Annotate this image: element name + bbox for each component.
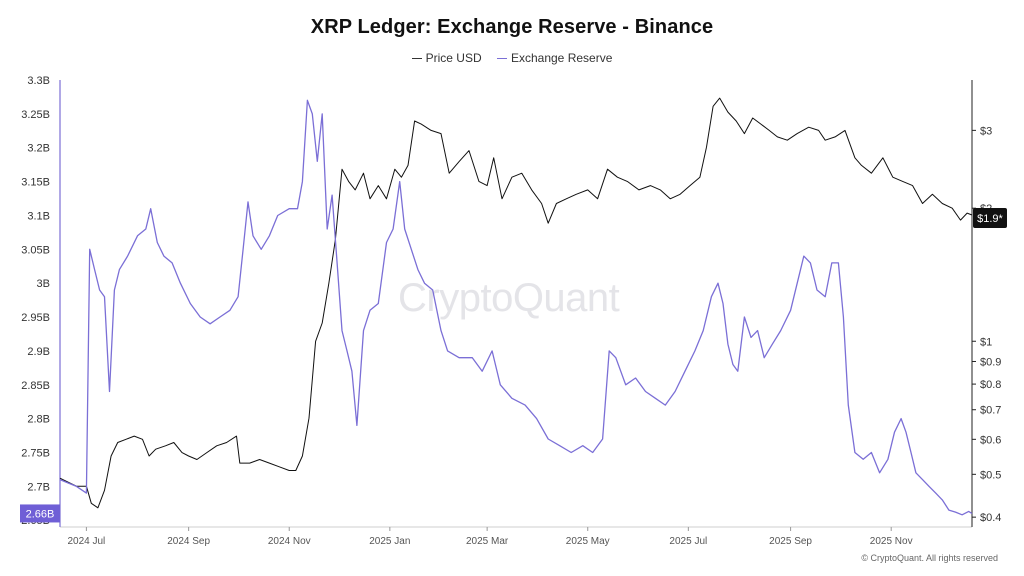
right-tick-label: $0.7 bbox=[980, 405, 1001, 417]
series-group bbox=[59, 97, 973, 516]
legend-label-reserve: Exchange Reserve bbox=[510, 50, 613, 65]
x-tick-label: 2025 May bbox=[566, 536, 610, 547]
right-tick-label: $0.6 bbox=[980, 434, 1001, 446]
left-tick-label: 2.85B bbox=[21, 380, 50, 392]
right-current-badge bbox=[973, 208, 1007, 229]
left-tick-label: 3.15B bbox=[21, 177, 50, 189]
x-tick-label: 2025 Nov bbox=[870, 536, 913, 547]
copyright-notice: © CryptoQuant. All rights reserved bbox=[861, 553, 998, 563]
x-tick-label: 2025 Jul bbox=[669, 536, 707, 547]
left-tick-label: 3.05B bbox=[21, 244, 50, 256]
right-tick-label: $0.4 bbox=[980, 512, 1001, 524]
left-tick-label: 3.3B bbox=[27, 75, 50, 87]
x-tick-label: 2024 Sep bbox=[167, 536, 210, 547]
legend-item-price[interactable]: Price USD bbox=[411, 50, 482, 65]
x-tick-label: 2025 Mar bbox=[466, 536, 509, 547]
legend-swatch-reserve bbox=[496, 58, 507, 60]
left-tick-label: 3.1B bbox=[27, 210, 50, 222]
right-tick-label: $0.9 bbox=[980, 356, 1001, 368]
right-tick-label: $0.5 bbox=[980, 469, 1001, 481]
x-tick-label: 2025 Jan bbox=[369, 536, 410, 547]
left-tick-label: 2.7B bbox=[27, 481, 50, 493]
left-tick-label: 2.75B bbox=[21, 448, 50, 460]
left-tick-label: 3B bbox=[37, 278, 50, 290]
legend-item-reserve[interactable]: Exchange Reserve bbox=[496, 50, 613, 65]
left-current-label: 2.66B bbox=[26, 508, 55, 520]
right-current-label: $1.9* bbox=[977, 213, 1003, 225]
current-value-markers: 2.66B $1.9* bbox=[20, 208, 1007, 523]
left-tick-label: 3.2B bbox=[27, 143, 50, 155]
series-line-price bbox=[59, 97, 973, 509]
series-line-reserve bbox=[59, 99, 973, 516]
left-tick-label: 2.8B bbox=[27, 414, 50, 426]
x-tick-label: 2024 Nov bbox=[268, 536, 311, 547]
left-tick-label: 2.9B bbox=[27, 346, 50, 358]
legend-label-price: Price USD bbox=[425, 50, 482, 65]
x-tick-label: 2025 Sep bbox=[769, 536, 812, 547]
left-tick-label: 2.95B bbox=[21, 312, 50, 324]
right-tick-label: $3 bbox=[980, 125, 992, 137]
chart-legend: Price USD Exchange Reserve bbox=[0, 50, 1024, 65]
right-tick-label: $0.8 bbox=[980, 379, 1001, 391]
x-tick-label: 2024 Jul bbox=[67, 536, 105, 547]
left-current-badge bbox=[20, 504, 60, 523]
legend-swatch-price bbox=[411, 58, 422, 60]
axes-group: 3.3B 3.25B 3.2B 3.15B 3.1B 3.05B 3B 2.95B 2.9B 2.… bbox=[21, 75, 1001, 547]
right-tick-label: $1 bbox=[980, 336, 992, 348]
left-tick-label: 3.25B bbox=[21, 109, 50, 121]
chart-title: XRP Ledger: Exchange Reserve - Binance bbox=[310, 16, 714, 38]
